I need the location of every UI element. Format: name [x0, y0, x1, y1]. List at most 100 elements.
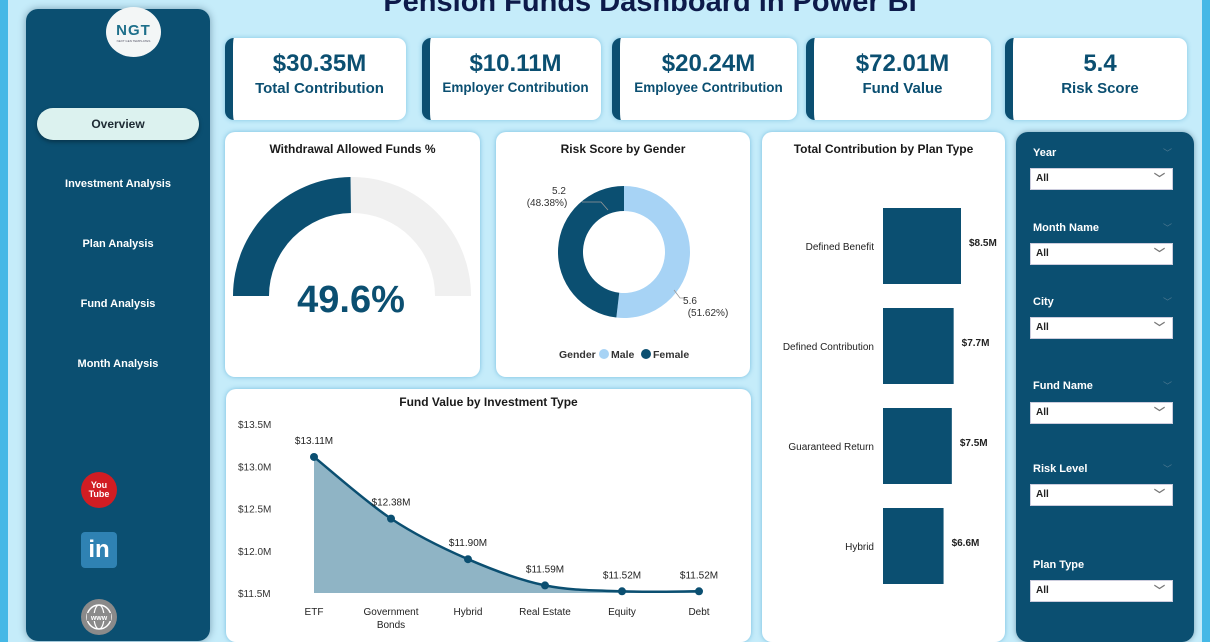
logo: NGT NEXT GEN TEMPLATES: [106, 7, 161, 57]
investment-type-chart: $13.5M $13.0M $12.5M $12.0M $11.5M $13.11M ETF…: [238, 420, 718, 631]
legend-female[interactable]: Female: [653, 349, 689, 361]
logo-brand: NGT: [116, 21, 151, 39]
donut-title: Risk Score by Gender: [560, 142, 686, 156]
gauge-card: Withdrawal Allowed Funds % 49.6%: [225, 132, 480, 377]
logo-tagline: NEXT GEN TEMPLATES: [116, 38, 151, 43]
chevron-down-icon[interactable]: ﹀: [1162, 223, 1172, 233]
female-leader-line: [582, 201, 609, 211]
x-tick-label: Debt: [688, 607, 709, 618]
y-tick-label: $11.5M: [238, 589, 271, 600]
kpi-total-contribution: $30.35M Total Contribution: [225, 38, 406, 120]
x-tick-label: Bonds: [377, 620, 405, 631]
x-tick-label: Government: [363, 607, 418, 618]
chevron-down-icon[interactable]: ﹀: [1162, 381, 1172, 391]
x-tick-label: ETF: [305, 607, 324, 618]
y-tick-label: $13.5M: [238, 420, 271, 431]
filter-select-year[interactable]: All ﹀: [1030, 168, 1173, 190]
bar-category-label: Defined Contribution: [783, 342, 874, 353]
data-label: $13.11M: [295, 436, 333, 447]
bar-1[interactable]: [883, 308, 954, 384]
chevron-down-icon: ﹀: [1154, 248, 1165, 260]
data-label: $11.52M: [603, 570, 641, 581]
chevron-down-icon[interactable]: ﹀: [1162, 297, 1172, 307]
bar-data-label: $7.7M: [962, 338, 990, 349]
nav-item-overview[interactable]: Overview: [37, 108, 199, 140]
chevron-down-icon: ﹀: [1154, 173, 1165, 185]
gauge-title: Withdrawal Allowed Funds %: [269, 142, 436, 156]
globe-icon[interactable]: www: [81, 599, 117, 635]
donut-slice-female[interactable]: [558, 186, 624, 318]
chevron-down-icon[interactable]: ﹀: [1162, 464, 1172, 474]
chevron-down-icon: ﹀: [1154, 585, 1165, 597]
bar-3[interactable]: [883, 508, 944, 584]
data-label: $11.52M: [680, 570, 718, 581]
bar-0[interactable]: [883, 208, 961, 284]
plan-type-card: Total Contribution by Plan Type Defined …: [762, 132, 1005, 642]
investment-type-card: Fund Value by Investment Type $13.5M $13.…: [226, 389, 751, 642]
kpi-value: $30.35M: [272, 50, 367, 77]
data-point[interactable]: [387, 514, 395, 523]
data-point[interactable]: [618, 587, 626, 596]
data-point[interactable]: [541, 581, 549, 590]
chevron-down-icon: ﹀: [1154, 407, 1165, 419]
plan-type-chart: Defined Benefit $8.5M Defined Contribution…: [783, 208, 997, 584]
kpi-label: Total Contribution: [255, 80, 384, 97]
female-data-label: 5.2: [552, 186, 566, 197]
youtube-icon[interactable]: You Tube: [81, 472, 117, 508]
kpi-value: 5.4: [1083, 50, 1117, 77]
bar-data-label: $7.5M: [960, 438, 988, 449]
legend-male[interactable]: Male: [611, 349, 635, 361]
filter-select-fund-name[interactable]: All ﹀: [1030, 402, 1173, 424]
y-tick-label: $12.0M: [238, 547, 271, 558]
filter-label-risk-level: Risk Level: [1033, 463, 1088, 475]
nav-item-plan-analysis[interactable]: Plan Analysis: [82, 238, 154, 250]
filter-select-month[interactable]: All ﹀: [1030, 243, 1173, 265]
filter-select-risk-level[interactable]: All ﹀: [1030, 484, 1173, 506]
x-tick-label: Hybrid: [454, 607, 483, 618]
kpi-employee-contribution: $20.24M Employee Contribution: [612, 38, 797, 120]
kpi-label: Employer Contribution: [442, 80, 589, 95]
y-tick-label: $12.5M: [238, 505, 271, 516]
filter-label-fund-name: Fund Name: [1033, 380, 1093, 392]
filter-select-plan-type[interactable]: All ﹀: [1030, 580, 1173, 602]
right-edge: [1202, 0, 1210, 642]
donut-card: Risk Score by Gender 5.2 (48.38%) 5.6 (5…: [496, 132, 750, 377]
chevron-down-icon: ﹀: [1154, 322, 1165, 334]
kpi-label: Employee Contribution: [634, 80, 783, 95]
gauge-fill: [233, 177, 351, 296]
chevron-down-icon[interactable]: ﹀: [1162, 148, 1172, 158]
bar-2[interactable]: [883, 408, 952, 484]
filter-value: All: [1036, 322, 1049, 333]
sidebar-nav: NGT NEXT GEN TEMPLATES Overview Investme…: [26, 7, 210, 641]
gauge-chart: 49.6%: [233, 177, 471, 321]
nav-item-month-analysis[interactable]: Month Analysis: [77, 358, 159, 370]
data-point[interactable]: [695, 587, 703, 596]
y-tick-label: $13.0M: [238, 462, 271, 473]
kpi-value: $10.11M: [469, 50, 562, 77]
investment-type-title: Fund Value by Investment Type: [399, 395, 578, 409]
nav-item-investment-analysis[interactable]: Investment Analysis: [65, 178, 171, 190]
kpi-fund-value: $72.01M Fund Value: [806, 38, 991, 120]
donut-slice-male[interactable]: [616, 186, 691, 318]
bar-data-label: $6.6M: [952, 538, 980, 549]
filter-panel: Year ﹀ All ﹀ Month Name ﹀ All ﹀ City ﹀ All…: [1016, 132, 1194, 642]
bar-data-label: $8.5M: [969, 238, 997, 249]
male-leader-line: [673, 289, 685, 299]
data-point[interactable]: [464, 555, 472, 564]
gauge-value: 49.6%: [297, 279, 405, 321]
linkedin-icon[interactable]: in: [81, 532, 117, 568]
filter-select-city[interactable]: All ﹀: [1030, 317, 1173, 339]
bar-category-label: Defined Benefit: [806, 242, 875, 253]
male-data-label-pct: (51.62%): [688, 308, 729, 319]
data-point[interactable]: [310, 452, 318, 461]
female-data-label-pct: (48.38%): [527, 198, 568, 209]
kpi-label: Fund Value: [862, 80, 943, 97]
nav-item-fund-analysis[interactable]: Fund Analysis: [80, 298, 156, 310]
left-edge: [0, 0, 8, 642]
area-fill: [314, 456, 699, 593]
male-data-label: 5.6: [683, 296, 697, 307]
kpi-label: Risk Score: [1061, 80, 1139, 97]
kpi-employer-contribution: $10.11M Employer Contribution: [422, 38, 601, 120]
legend-title: Gender: [559, 349, 596, 361]
filter-value: All: [1036, 585, 1049, 596]
